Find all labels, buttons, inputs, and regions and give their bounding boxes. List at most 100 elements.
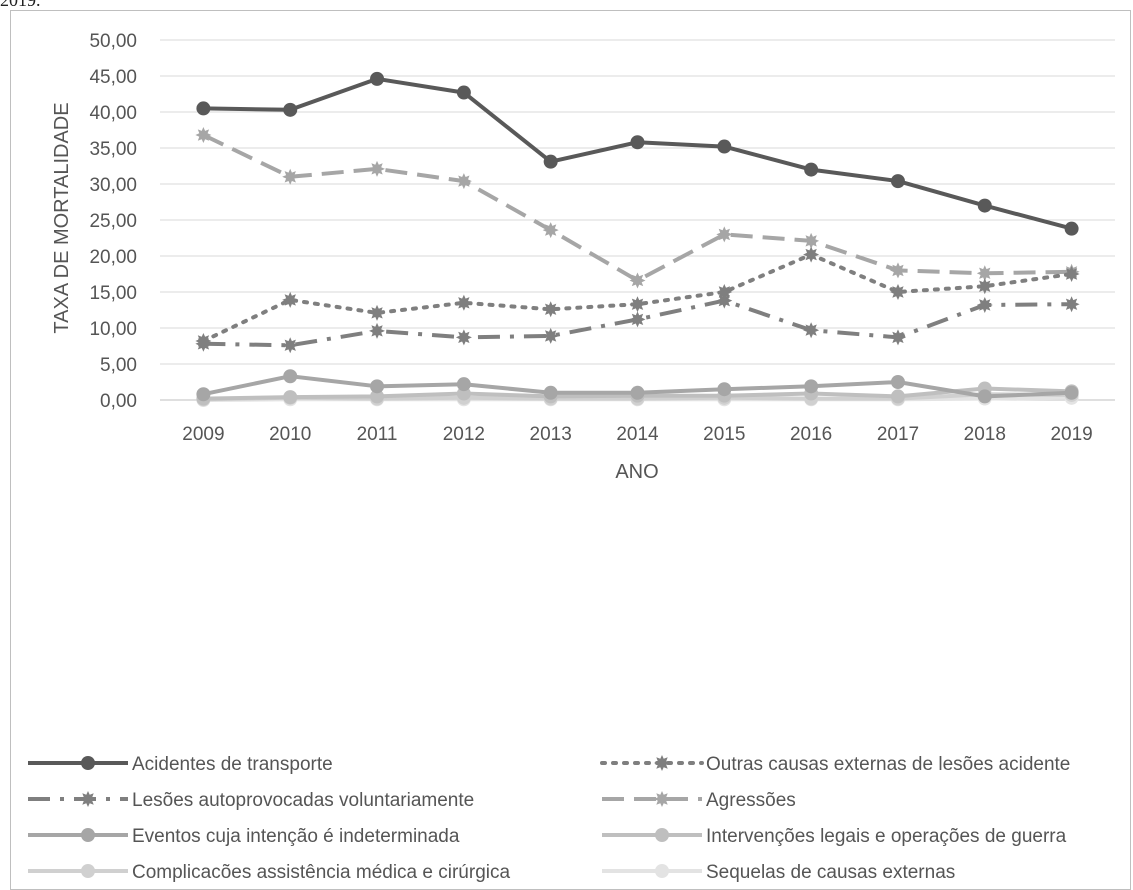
data-point — [976, 265, 993, 282]
data-point — [282, 337, 299, 354]
legend-marker — [81, 864, 95, 878]
data-point — [370, 71, 385, 86]
legend-label: Intervenções legais e operações de guerr… — [706, 826, 1067, 847]
data-point — [542, 301, 559, 318]
data-point — [629, 296, 646, 313]
legend-item: Acidentes de transporte — [28, 754, 333, 775]
data-point — [976, 278, 993, 295]
legend-label: Eventos cuja intenção é indeterminada — [132, 826, 460, 847]
x-tick-label: 2017 — [877, 424, 919, 445]
x-tick-label: 2009 — [182, 424, 224, 445]
series-4 — [195, 127, 1080, 289]
series-5 — [196, 369, 1079, 404]
data-point — [803, 246, 820, 263]
legend-item: Outras causas externas de lesões acident… — [600, 754, 1070, 775]
series-line — [203, 76, 1073, 231]
series-line — [202, 133, 1072, 283]
data-point — [283, 369, 298, 384]
x-tick-label: 2019 — [1050, 424, 1092, 445]
data-point — [804, 379, 819, 394]
x-tick-label: 2015 — [703, 424, 745, 445]
legend-item: Sequelas de causas externas — [602, 862, 955, 883]
series-2 — [195, 246, 1080, 349]
data-point — [369, 160, 385, 177]
legend-item: Lesões autoprovocadas voluntariamente — [28, 790, 474, 811]
series-1 — [196, 71, 1079, 236]
data-point — [195, 333, 212, 349]
data-point — [629, 311, 646, 328]
data-point — [370, 379, 385, 394]
data-point — [890, 329, 906, 346]
data-point — [717, 139, 732, 154]
legend-item: Eventos cuja intenção é indeterminada — [28, 826, 460, 847]
data-point — [542, 222, 559, 239]
data-point — [456, 377, 471, 392]
y-axis-title: TAXA DE MORTALIDADE — [51, 102, 73, 333]
gridlines — [160, 39, 1115, 401]
data-point — [977, 389, 992, 404]
data-point — [977, 198, 992, 213]
data-point — [1063, 296, 1080, 313]
y-tick-label: 35,00 — [89, 139, 137, 160]
data-point — [370, 389, 385, 404]
data-point — [1064, 385, 1079, 400]
data-point — [283, 390, 298, 405]
data-point — [716, 284, 733, 300]
x-axis-ticks: 2009 2010 2011 2012 2013 2014 2015 2016 2017 2018… — [182, 424, 1092, 445]
y-tick-label: 10,00 — [89, 319, 137, 340]
legend-item: Intervenções legais e operações de guerr… — [602, 826, 1067, 847]
series-line — [203, 298, 1072, 348]
y-tick-label: 25,00 — [89, 211, 137, 232]
y-axis-ticks: 0,00 5,00 10,00 15,00 20,00 25,00 30,00 35,00 40… — [89, 31, 137, 412]
legend-marker — [654, 791, 670, 807]
legend-marker — [655, 828, 669, 842]
legend-marker — [654, 755, 670, 771]
data-point — [717, 382, 732, 397]
legend-marker — [80, 791, 96, 807]
legend-marker — [81, 828, 95, 842]
data-point — [195, 127, 212, 143]
data-point — [283, 102, 298, 117]
data-point — [282, 291, 299, 308]
x-tick-label: 2012 — [443, 424, 485, 445]
legend-label: Acidentes de transporte — [132, 754, 333, 775]
y-tick-label: 30,00 — [89, 175, 137, 196]
legend-marker — [655, 864, 669, 878]
data-point — [369, 304, 385, 321]
data-point — [716, 226, 733, 243]
data-point — [455, 173, 472, 190]
legend-label: Complicacões assistência médica e cirúrg… — [132, 862, 510, 883]
series-line — [201, 252, 1074, 343]
x-tick-label: 2016 — [790, 424, 832, 445]
data-point — [803, 322, 820, 339]
series-lines — [195, 71, 1080, 407]
data-point — [890, 174, 905, 189]
data-point — [543, 154, 558, 169]
data-point — [890, 389, 905, 404]
y-tick-label: 40,00 — [89, 103, 137, 124]
legend-label: Lesões autoprovocadas voluntariamente — [132, 790, 474, 811]
data-point — [455, 294, 472, 311]
x-axis-title: ANO — [615, 461, 658, 483]
data-point — [456, 85, 471, 100]
data-point — [196, 101, 211, 116]
x-tick-label: 2013 — [530, 424, 572, 445]
data-point — [543, 385, 558, 400]
y-tick-label: 5,00 — [100, 355, 137, 376]
data-point — [196, 387, 211, 402]
data-point — [1063, 266, 1080, 282]
data-point — [369, 322, 385, 339]
y-tick-label: 0,00 — [100, 391, 137, 412]
data-point — [890, 375, 905, 389]
data-point — [890, 284, 906, 300]
y-tick-label: 50,00 — [89, 31, 137, 52]
y-tick-label: 20,00 — [89, 247, 137, 268]
y-tick-label: 45,00 — [89, 67, 137, 88]
data-point — [976, 297, 993, 313]
data-point — [455, 329, 472, 346]
x-tick-label: 2018 — [964, 424, 1006, 445]
data-point — [804, 162, 819, 177]
x-tick-label: 2010 — [269, 424, 311, 445]
x-tick-label: 2011 — [357, 424, 398, 445]
legend-marker — [81, 756, 95, 770]
